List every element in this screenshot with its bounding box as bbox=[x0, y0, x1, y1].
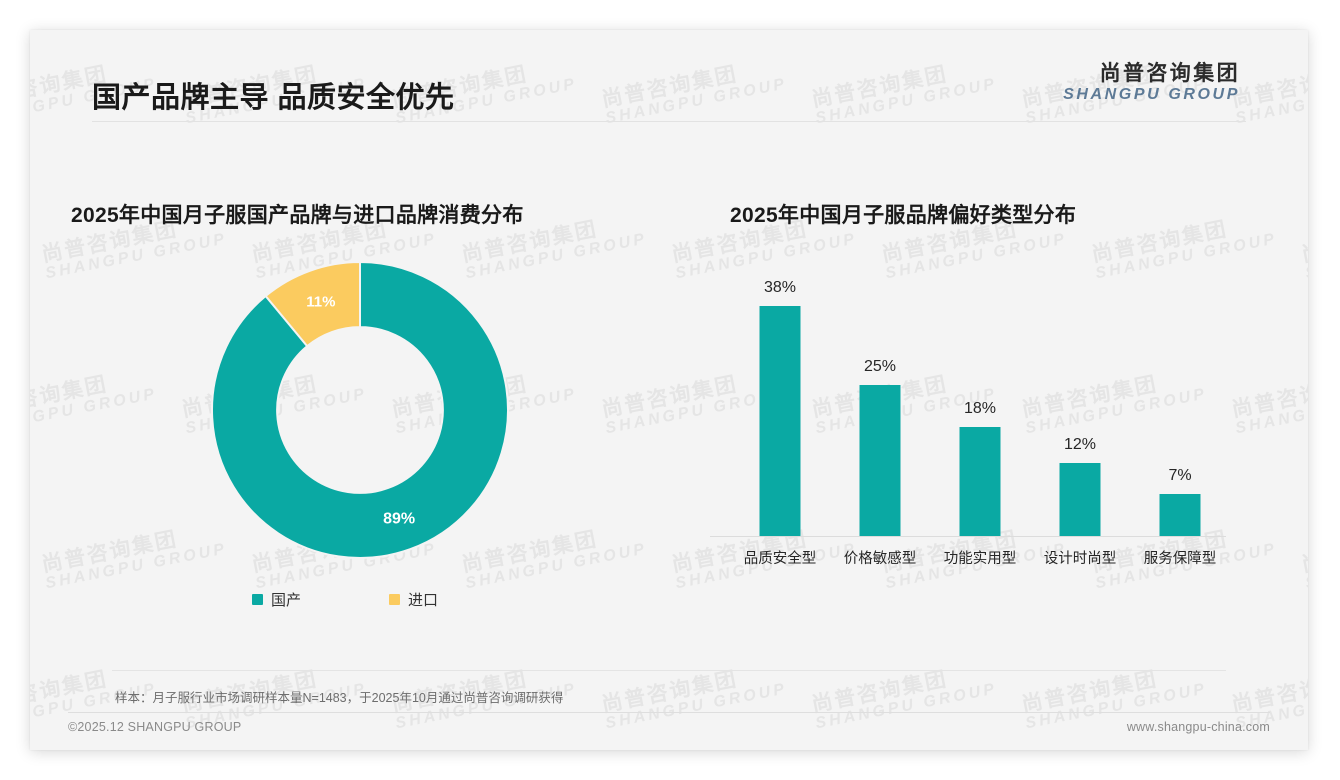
bar-品质安全型[interactable] bbox=[759, 306, 801, 536]
header-divider bbox=[92, 121, 1246, 122]
bar-x-label-服务保障型: 服务保障型 bbox=[1143, 551, 1217, 567]
bar-group-品质安全型: 38% bbox=[730, 270, 830, 536]
donut-chart-svg: 89% 11% bbox=[211, 260, 509, 559]
bar-x-label-设计时尚型: 设计时尚型 bbox=[1043, 551, 1117, 567]
footer-copyright: ©2025.12 SHANGPU GROUP bbox=[68, 720, 242, 734]
page-title: 国产品牌主导 品质安全优先 bbox=[92, 82, 455, 114]
donut-slice-进口[interactable] bbox=[264, 260, 361, 348]
legend-label: 国产 bbox=[271, 592, 302, 609]
bar-value-label-服务保障型: 7% bbox=[1168, 466, 1192, 484]
footer-website: www.shangpu-china.com bbox=[1126, 720, 1270, 734]
bar-chart-title: 2025年中国月子服品牌偏好类型分布 bbox=[730, 204, 1077, 227]
donut-chart-title: 2025年中国月子服国产品牌与进口品牌消费分布 bbox=[71, 204, 524, 227]
bar-x-axis-labels: 品质安全型 价格敏感型 功能实用型 设计时尚型 服务保障型 bbox=[730, 547, 1230, 573]
bar-group-价格敏感型: 25% bbox=[830, 270, 930, 536]
donut-slice-国产[interactable] bbox=[211, 260, 509, 559]
brand-logo-en: SHANGPU GROUP bbox=[1063, 85, 1240, 103]
footnote-divider bbox=[112, 670, 1226, 671]
donut-value-label-国产: 89% bbox=[383, 511, 415, 528]
legend-swatch-icon bbox=[252, 594, 263, 605]
legend-label: 进口 bbox=[408, 592, 439, 609]
bar-设计时尚型[interactable] bbox=[1059, 463, 1101, 536]
brand-logo-cn: 尚普咨询集团 bbox=[1099, 62, 1240, 85]
bar-x-label-价格敏感型: 价格敏感型 bbox=[843, 551, 917, 567]
footer-divider bbox=[68, 712, 1270, 713]
bar-group-功能实用型: 18% bbox=[930, 270, 1030, 536]
slide-header: 国产品牌主导 品质安全优先 尚普咨询集团 SHANGPU GROUP bbox=[30, 30, 1308, 121]
donut-legend: 国产 进口 bbox=[252, 589, 438, 610]
legend-swatch-icon bbox=[389, 594, 401, 605]
sample-footnote: 样本：月子服行业市场调研样本量N=1483，于2025年10月通过尚普咨询调研获… bbox=[115, 691, 564, 705]
bar-x-label-品质安全型: 品质安全型 bbox=[743, 551, 817, 567]
bar-axis-line bbox=[710, 536, 1226, 537]
bar-价格敏感型[interactable] bbox=[859, 384, 901, 536]
bar-chart: 38% 25% 18% 12% 7% 品质安全型 价格敏感型 功能实用型 设计时尚型 服务保障型 bbox=[700, 270, 1230, 570]
bar-plot-area: 38% 25% 18% 12% 7% bbox=[730, 270, 1230, 536]
donut-value-label-进口: 11% bbox=[306, 293, 335, 310]
bar-功能实用型[interactable] bbox=[959, 427, 1001, 536]
bar-value-label-品质安全型: 38% bbox=[763, 279, 797, 297]
bar-x-label-功能实用型: 功能实用型 bbox=[943, 551, 1017, 567]
bar-服务保障型[interactable] bbox=[1159, 493, 1201, 536]
bar-value-label-价格敏感型: 25% bbox=[863, 357, 897, 375]
bar-group-服务保障型: 7% bbox=[1130, 270, 1230, 536]
bar-value-label-功能实用型: 18% bbox=[963, 400, 997, 418]
donut-chart: 89% 11% bbox=[205, 255, 515, 565]
slide-card: 尚普咨询集团 SHANGPU GROUP 尚普咨询集团 SHANGPU GROUP 尚普… bbox=[30, 30, 1308, 750]
brand-logo: 尚普咨询集团 SHANGPU GROUP bbox=[1063, 62, 1240, 103]
legend-item-国产[interactable]: 国产 bbox=[252, 589, 301, 610]
bar-value-label-设计时尚型: 12% bbox=[1063, 436, 1097, 454]
legend-item-进口[interactable]: 进口 bbox=[389, 589, 438, 610]
bar-group-设计时尚型: 12% bbox=[1030, 270, 1130, 536]
